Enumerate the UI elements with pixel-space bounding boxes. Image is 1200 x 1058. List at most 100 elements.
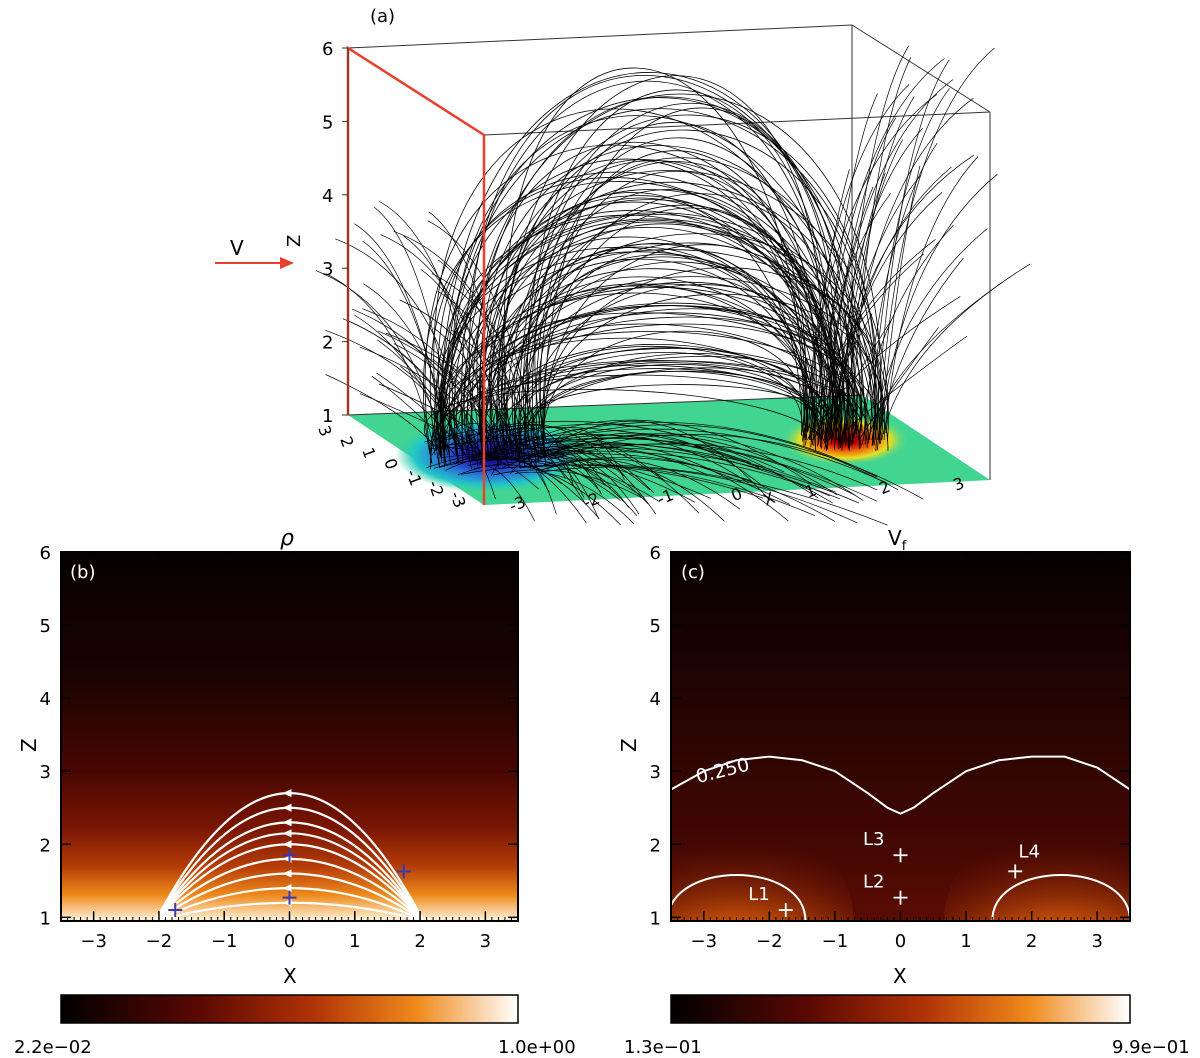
field-line-3d-open — [836, 335, 968, 441]
position-marker — [1008, 864, 1023, 879]
field-line-3d-low — [488, 438, 700, 514]
y-tick-label: 5 — [40, 616, 51, 637]
field-line-3d-low — [539, 466, 858, 524]
field-line-3d-open — [380, 234, 506, 456]
field-line-3d-low — [484, 424, 819, 499]
field-line-3d — [477, 308, 859, 449]
contour-line-inner — [991, 874, 1130, 921]
field-line-3d-open — [877, 257, 964, 441]
y-tick-label: 5 — [650, 616, 661, 637]
field-line-3d-low — [467, 463, 535, 521]
field-line-3d-open — [352, 308, 481, 456]
field-line-3d — [468, 75, 866, 467]
field-line-3d-open — [393, 343, 504, 456]
x-tick-label-3d: -3 — [506, 492, 528, 516]
field-line-3d-low — [554, 420, 771, 501]
field-line-3d-low — [550, 458, 741, 510]
field-line-3d-open — [406, 341, 499, 456]
panel-c-colorbar-max: 9.9e−01 — [1112, 1037, 1190, 1058]
field-line-3d — [467, 236, 808, 446]
y-tick-label-3d: 2 — [336, 434, 357, 450]
field-line-3d-open — [431, 273, 544, 456]
field-line-3d-open — [400, 365, 482, 456]
field-line-3d-open — [377, 330, 504, 456]
field-direction-arrow — [282, 840, 292, 849]
y-tick-label-3d: -3 — [446, 489, 469, 510]
y-tick-label: 2 — [650, 835, 661, 856]
field-line-3d-open — [828, 127, 924, 441]
vf-hot-region — [671, 816, 854, 921]
field-line-3d-open — [378, 383, 506, 456]
y-tick-label: 3 — [40, 762, 51, 783]
field-line-3d-low — [439, 424, 665, 481]
field-line-3d-open — [824, 79, 954, 441]
contour-line-0250 — [671, 755, 1130, 815]
field-direction-arrow — [282, 789, 292, 798]
field-line-3d-open — [362, 308, 499, 456]
panel-c-title-sub: f — [902, 539, 907, 554]
field-line-3d-open — [804, 94, 938, 441]
position-marker-label: L2 — [863, 872, 884, 893]
field-line-3d-open — [805, 169, 850, 441]
panel-b-density: ρ (b) −3 −2 −1 0 1 2 3 1 2 3 4 5 6 X Z 2.2e−02 1.0e+… — [14, 526, 576, 1058]
field-line-3d — [453, 201, 829, 463]
field-line-3d — [506, 352, 803, 462]
field-line-3d-low — [460, 428, 566, 479]
x-tick-label: 1 — [349, 931, 360, 952]
x-tick-label: 0 — [284, 931, 295, 952]
field-line-3d — [461, 93, 882, 464]
field-line-3d-open — [811, 335, 855, 441]
field-line-3d-open — [843, 97, 974, 441]
field-line-3d-low — [522, 441, 830, 497]
field-line-3d — [423, 388, 827, 452]
field-line-3d-low — [547, 443, 878, 491]
field-line-3d-open — [437, 259, 526, 456]
field-line-3d-open — [325, 329, 466, 456]
field-line-3d-open — [834, 166, 952, 441]
field-direction-arrow — [282, 803, 292, 812]
y-tick-label-3d: -2 — [424, 478, 447, 499]
density-heatmap — [61, 552, 518, 921]
position-marker — [168, 903, 183, 918]
field-line-3d-open — [871, 228, 988, 441]
field-line-3d — [543, 107, 835, 441]
field-line-3d-open — [362, 240, 450, 456]
x-tick-label: −3 — [691, 931, 718, 952]
field-line-3d-low — [518, 456, 602, 493]
field-line-3d-open — [379, 201, 483, 456]
field-line-3d-low — [473, 464, 622, 526]
field-line-3d-open — [393, 230, 533, 456]
panel-b-ylabel: Z — [17, 738, 41, 752]
position-marker — [396, 864, 411, 879]
field-line-3d — [451, 115, 858, 462]
z-tick-label: 4 — [322, 186, 333, 207]
field-line-3d — [429, 177, 843, 452]
field-line-3d-open — [869, 88, 950, 441]
position-marker-label: L1 — [748, 884, 769, 905]
field-direction-arrow — [282, 829, 292, 838]
field-line-3d-open — [428, 211, 515, 456]
field-line-3d-open — [432, 358, 515, 456]
field-line-3d-low — [552, 434, 838, 496]
panel-c-ticks: −3 −2 −1 0 1 2 3 1 2 3 4 5 6 — [650, 543, 1131, 952]
field-line-3d-low — [493, 469, 645, 500]
field-line-3d-open — [359, 346, 497, 456]
panel-b-xlabel: X — [283, 964, 297, 988]
panel-b-title: ρ — [280, 526, 294, 551]
field-line-3d-open — [373, 206, 457, 456]
field-line-3d-open — [837, 139, 904, 441]
field-line-3d-open — [420, 269, 508, 456]
panel-b-colorbar — [60, 994, 519, 1024]
field-line-3d-open — [857, 224, 954, 441]
field-line-3d — [433, 108, 849, 448]
field-line-3d-open — [850, 57, 912, 441]
field-line-3d-open — [818, 58, 945, 441]
field-line-3d-low — [539, 432, 765, 488]
field-line-3d-low — [541, 459, 725, 522]
panel-c-colorbar — [670, 994, 1131, 1024]
marker-group-b — [168, 848, 411, 918]
field-line-3d-open — [879, 165, 921, 441]
field-line-3d-low — [437, 427, 751, 463]
